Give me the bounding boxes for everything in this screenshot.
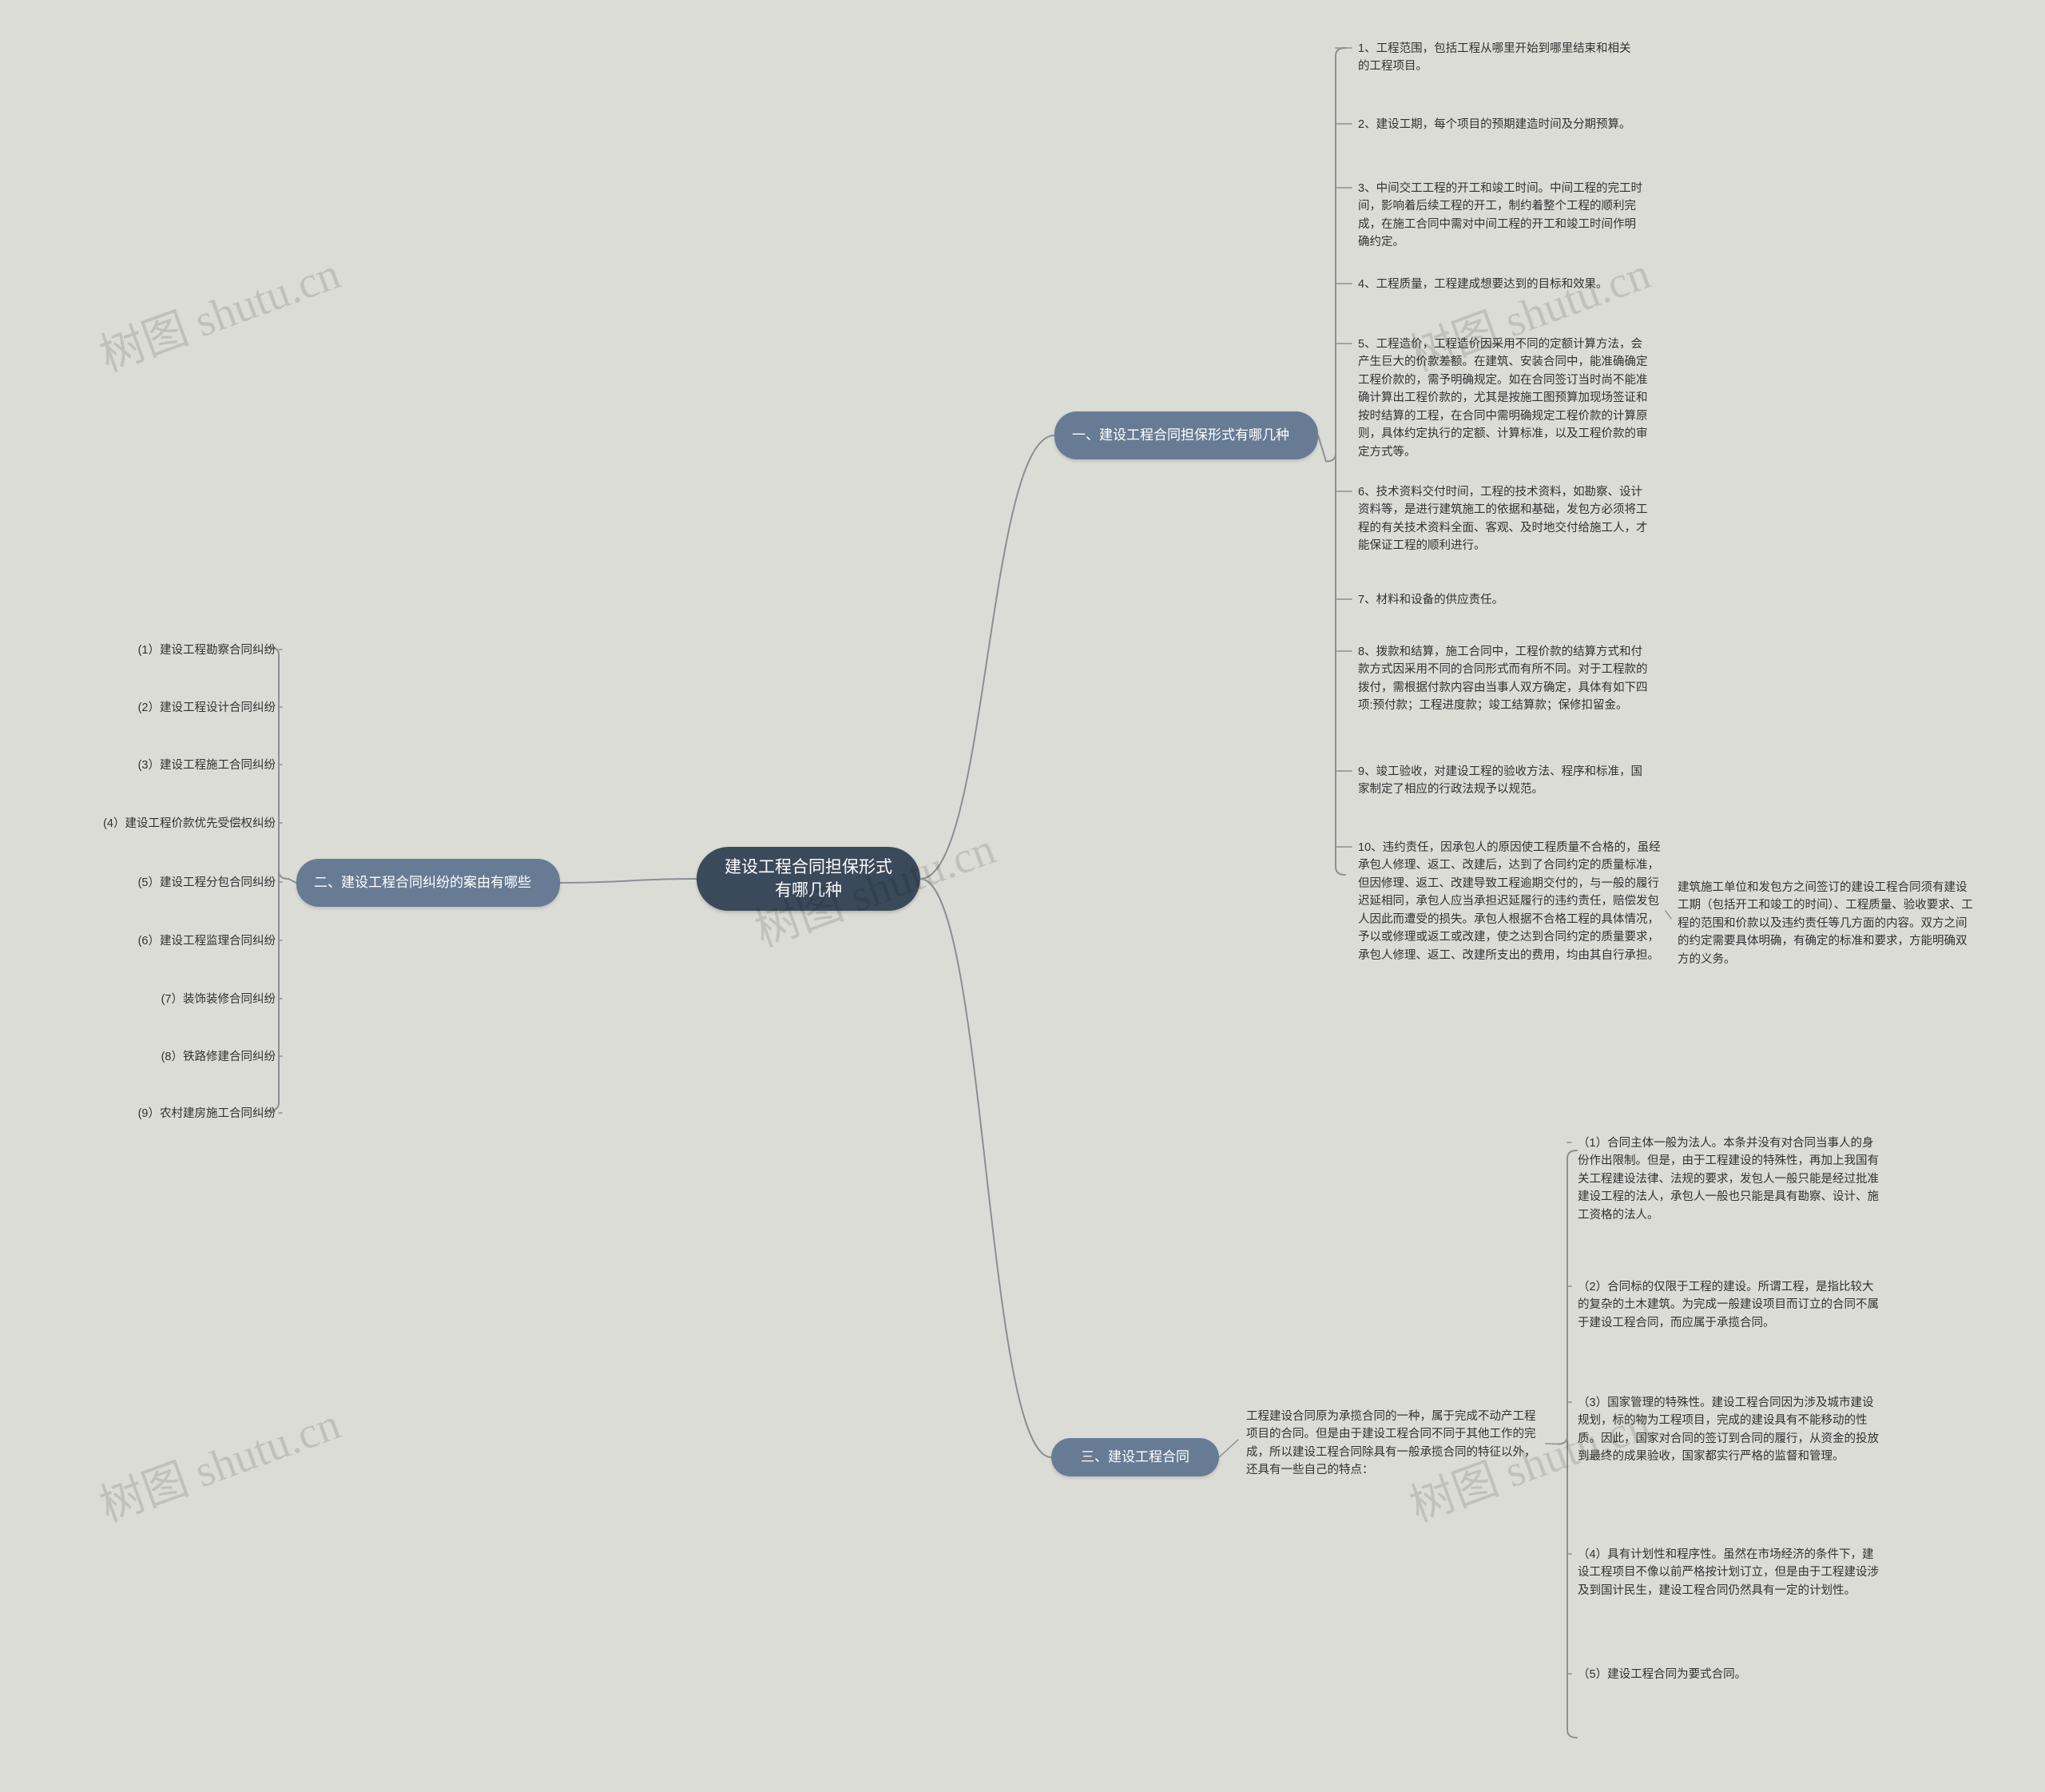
root-node: 建设工程合同担保形式有哪几种	[697, 847, 920, 911]
leaf-node: (9）农村建房施工合同纠纷	[80, 1105, 276, 1122]
leaf-node: 3、中间交工工程的开工和竣工时间。中间工程的完工时间，影响着后续工程的开工，制约…	[1358, 180, 1646, 252]
leaf-node: 5、工程造价，工程造价因采用不同的定额计算方法，会产生巨大的价款差额。在建筑、安…	[1358, 336, 1654, 461]
leaf-node: 10、违约责任，因承包人的原因使工程质量不合格的，虽经承包人修理、返工、改建后，…	[1358, 839, 1662, 964]
leaf-node: (6）建设工程监理合同纠纷	[80, 932, 276, 950]
branch-node: 一、建设工程合同担保形式有哪几种	[1054, 411, 1318, 459]
leaf-sub-node: （3）国家管理的特殊性。建设工程合同因为涉及城市建设规划，标的物为工程项目，完成…	[1578, 1394, 1881, 1466]
leaf-node: 8、拨款和结算，施工合同中，工程价款的结算方式和付款方式因采用不同的合同形式而有…	[1358, 643, 1654, 715]
leaf-node: (8）铁路修建合同纠纷	[116, 1048, 276, 1066]
leaf-node: 2、建设工期，每个项目的预期建造时间及分期预算。	[1358, 116, 1638, 133]
leaf-node: 1、工程范围，包括工程从哪里开始到哪里结束和相关的工程项目。	[1358, 40, 1638, 76]
leaf-sub-node: 建筑施工单位和发包方之间签订的建设工程合同须有建设工期（包括开工和竣工的时间）、…	[1678, 879, 1973, 968]
leaf-node: 4、工程质量，工程建成想要达到的目标和效果。	[1358, 276, 1638, 293]
leaf-node: (3）建设工程施工合同纠纷	[80, 757, 276, 774]
leaf-node: 7、材料和设备的供应责任。	[1358, 591, 1638, 609]
branch-node: 三、建设工程合同	[1051, 1438, 1219, 1476]
leaf-node: (1）建设工程勘察合同纠纷	[80, 642, 276, 659]
leaf-node: 6、技术资料交付时间，工程的技术资料，如勘察、设计资料等，是进行建筑施工的依据和…	[1358, 483, 1654, 555]
leaf-node: (2）建设工程设计合同纠纷	[80, 699, 276, 717]
leaf-sub-node: （5）建设工程合同为要式合同。	[1578, 1666, 1881, 1683]
leaf-node: (4）建设工程价款优先受偿权纠纷	[58, 815, 276, 832]
leaf-node: 工程建设合同原为承揽合同的一种，属于完成不动产工程项目的合同。但是由于建设工程合…	[1246, 1408, 1542, 1480]
leaf-node: 9、竣工验收，对建设工程的验收方法、程序和标准，国家制定了相应的行政法规予以规范…	[1358, 763, 1654, 799]
leaf-sub-node: （4）具有计划性和程序性。虽然在市场经济的条件下，建设工程项目不像以前严格按计划…	[1578, 1546, 1881, 1599]
leaf-node: (5）建设工程分包合同纠纷	[80, 874, 276, 892]
mindmap-canvas: 建设工程合同担保形式有哪几种 一、建设工程合同担保形式有哪几种 1、工程范围，包括工…	[0, 0, 2045, 1792]
branch-node: 二、建设工程合同纠纷的案由有哪些	[296, 859, 560, 907]
leaf-sub-node: （1）合同主体一般为法人。本条并没有对合同当事人的身份作出限制。但是，由于工程建…	[1578, 1134, 1881, 1224]
leaf-sub-node: （2）合同标的仅限于工程的建设。所谓工程，是指比较大的复杂的土木建筑。为完成一般…	[1578, 1278, 1881, 1332]
leaf-node: (7）装饰装修合同纠纷	[116, 991, 276, 1008]
